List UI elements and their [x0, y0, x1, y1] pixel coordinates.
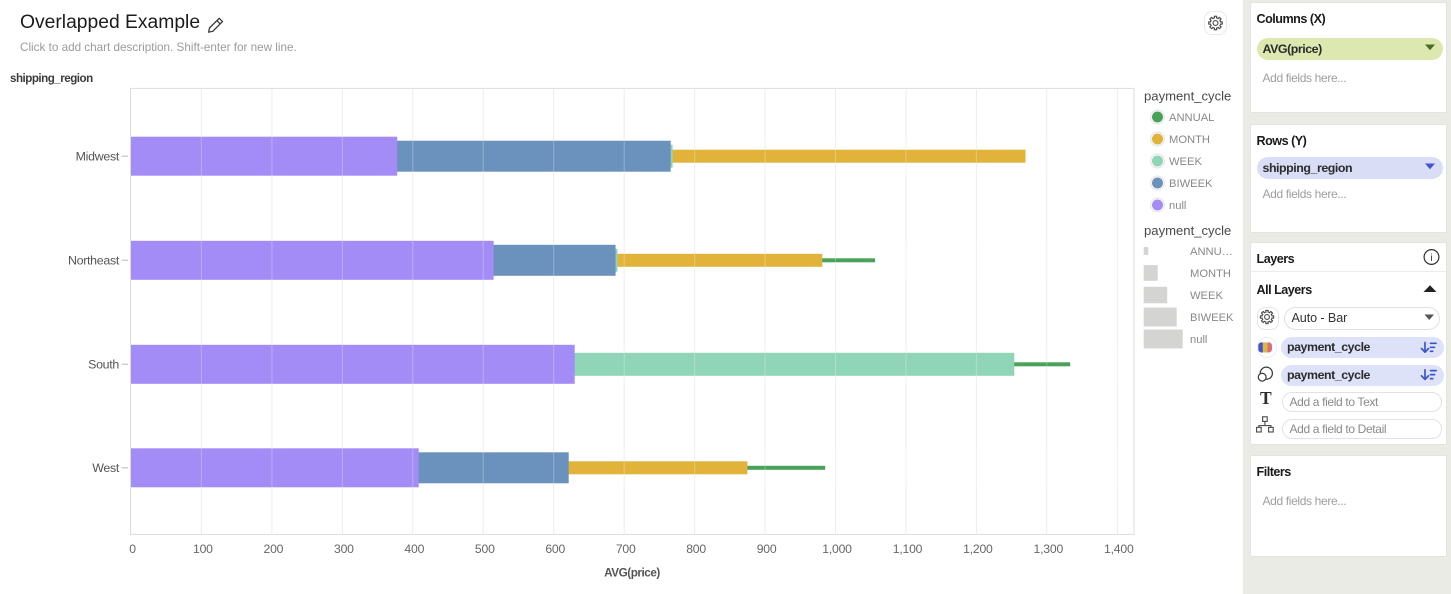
svg-text:1,200: 1,200: [963, 542, 993, 556]
svg-text:null: null: [1190, 334, 1207, 346]
svg-text:700: 700: [616, 542, 636, 556]
svg-text:400: 400: [404, 542, 424, 556]
svg-text:Northeast: Northeast: [68, 254, 120, 268]
svg-text:BIWEEK: BIWEEK: [1169, 178, 1213, 190]
svg-text:1,300: 1,300: [1034, 542, 1064, 556]
svg-text:0: 0: [129, 542, 136, 556]
svg-text:600: 600: [545, 542, 565, 556]
svg-text:WEEK: WEEK: [1169, 156, 1202, 168]
svg-text:payment_cycle: payment_cycle: [1144, 223, 1231, 238]
svg-text:West: West: [92, 461, 120, 475]
svg-text:300: 300: [334, 542, 354, 556]
svg-text:Midwest: Midwest: [76, 150, 120, 164]
svg-text:1,000: 1,000: [822, 542, 852, 556]
svg-text:AVG(price): AVG(price): [604, 567, 660, 580]
svg-text:MONTH: MONTH: [1190, 268, 1231, 280]
svg-text:null: null: [1169, 200, 1186, 212]
svg-text:WEEK: WEEK: [1190, 290, 1223, 302]
svg-text:1,100: 1,100: [893, 542, 923, 556]
svg-text:1,400: 1,400: [1104, 542, 1134, 556]
svg-text:ANNU…: ANNU…: [1190, 246, 1233, 258]
svg-text:900: 900: [757, 542, 777, 556]
svg-text:800: 800: [686, 542, 706, 556]
svg-text:100: 100: [193, 542, 213, 556]
svg-text:MONTH: MONTH: [1169, 134, 1210, 146]
svg-text:i: i: [1430, 253, 1432, 264]
svg-text:500: 500: [475, 542, 495, 556]
svg-text:BIWEEK: BIWEEK: [1190, 312, 1234, 324]
svg-text:200: 200: [264, 542, 284, 556]
svg-text:ANNUAL: ANNUAL: [1169, 112, 1214, 124]
svg-text:payment_cycle: payment_cycle: [1144, 89, 1231, 104]
svg-text:South: South: [88, 358, 119, 372]
